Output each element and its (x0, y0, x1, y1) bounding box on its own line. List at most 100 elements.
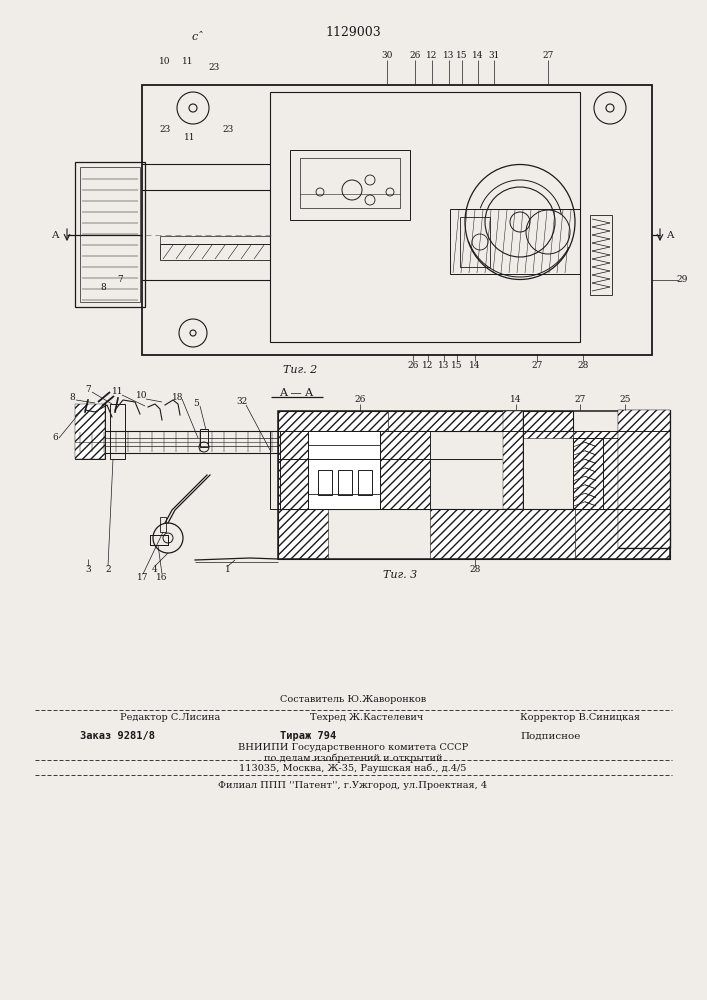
Text: 6: 6 (52, 434, 58, 442)
Bar (160, 236, 270, 244)
Bar (308, 431, 380, 445)
Text: 11: 11 (112, 387, 124, 396)
Bar (278, 509, 670, 559)
Text: 10: 10 (136, 391, 148, 400)
Bar (200, 429, 208, 447)
Bar (80, 167, 140, 302)
Bar (503, 411, 523, 509)
Text: 30: 30 (381, 51, 392, 60)
Text: 1: 1 (225, 566, 231, 574)
Text: 2: 2 (105, 566, 111, 574)
Text: A — A: A — A (279, 388, 313, 398)
Bar (308, 431, 380, 509)
Text: Корректор В.Синицкая: Корректор В.Синицкая (520, 714, 640, 722)
Text: 12: 12 (426, 51, 438, 60)
Bar (278, 509, 328, 559)
Text: 14: 14 (469, 360, 481, 369)
Text: 23: 23 (223, 125, 233, 134)
Text: Составитель Ю.Жаворонков: Составитель Ю.Жаворонков (280, 696, 426, 704)
Bar (618, 410, 670, 548)
Text: Подписное: Подписное (520, 732, 580, 740)
Text: 25: 25 (619, 395, 631, 404)
Bar (503, 411, 523, 509)
Text: 15: 15 (451, 360, 463, 369)
Bar (278, 431, 308, 509)
Text: A: A (666, 231, 674, 239)
Bar (160, 517, 166, 532)
Text: 11: 11 (185, 133, 196, 142)
Text: 26: 26 (409, 51, 421, 60)
Text: Техред Ж.Кастелевич: Техред Ж.Кастелевич (310, 714, 423, 722)
Bar (618, 410, 670, 548)
Text: 10: 10 (159, 57, 171, 66)
Bar (450, 209, 580, 274)
Text: 3: 3 (85, 566, 90, 574)
Bar (278, 431, 308, 459)
Bar (278, 411, 670, 559)
Text: 12: 12 (422, 360, 433, 369)
Bar (142, 85, 652, 355)
Bar (573, 438, 603, 509)
Text: A: A (51, 231, 59, 239)
Bar (300, 158, 400, 208)
Bar (358, 470, 372, 495)
Text: 17: 17 (137, 574, 148, 582)
Bar (430, 509, 575, 559)
Text: 29: 29 (677, 275, 688, 284)
Bar (338, 470, 352, 495)
Text: Тираж 794: Тираж 794 (280, 731, 337, 741)
Bar (75, 438, 278, 446)
Text: Филиал ППП ''Патент'', г.Ужгород, ул.Проектная, 4: Филиал ППП ''Патент'', г.Ужгород, ул.Про… (218, 780, 488, 790)
Bar (380, 431, 430, 509)
Text: 14: 14 (472, 51, 484, 60)
Text: 8: 8 (69, 393, 75, 402)
Bar (278, 411, 573, 431)
Bar (278, 411, 388, 431)
Bar (590, 215, 612, 295)
Text: 27: 27 (574, 395, 585, 404)
Text: 1129003: 1129003 (325, 25, 381, 38)
Text: по делам изобретений и открытий: по делам изобретений и открытий (264, 753, 443, 763)
Bar (270, 431, 280, 509)
Text: 28: 28 (578, 360, 589, 369)
Bar (308, 494, 380, 509)
Text: 15: 15 (456, 51, 468, 60)
Bar (573, 431, 670, 509)
Text: 11: 11 (182, 57, 194, 66)
Text: 27: 27 (542, 51, 554, 60)
Text: 32: 32 (236, 397, 247, 406)
Text: Τиг. 2: Τиг. 2 (283, 365, 317, 375)
Bar (150, 535, 168, 545)
Bar (75, 404, 105, 459)
Text: ВНИИПИ Государственного комитета СССР: ВНИИПИ Государственного комитета СССР (238, 744, 468, 752)
Text: Заказ 9281/8: Заказ 9281/8 (80, 731, 155, 741)
Bar (270, 92, 580, 342)
Bar (508, 411, 573, 438)
Bar (388, 411, 508, 431)
Text: 13: 13 (443, 51, 455, 60)
Text: Редактор С.Лисина: Редактор С.Лисина (120, 714, 221, 722)
Bar (308, 431, 380, 509)
Bar (460, 217, 490, 267)
Bar (75, 162, 145, 307)
Bar (380, 431, 430, 509)
Text: 26: 26 (354, 395, 366, 404)
Text: Τиг. 3: Τиг. 3 (383, 570, 417, 580)
Text: 27: 27 (532, 360, 543, 369)
Text: 13: 13 (438, 360, 450, 369)
Text: 28: 28 (469, 566, 481, 574)
Bar (318, 470, 332, 495)
Text: 5: 5 (193, 399, 199, 408)
Bar (278, 431, 308, 509)
Bar (75, 404, 105, 459)
Text: 23: 23 (209, 64, 220, 73)
Text: 18: 18 (173, 392, 184, 401)
Bar (290, 150, 410, 220)
Text: 7: 7 (85, 385, 91, 394)
Bar (160, 244, 270, 260)
Bar (75, 431, 278, 453)
Text: сˆ: сˆ (191, 32, 203, 42)
Text: 113035, Москва, Ж-35, Раушская наб., д.4/5: 113035, Москва, Ж-35, Раушская наб., д.4… (239, 763, 467, 773)
Bar (573, 438, 670, 509)
Text: 16: 16 (156, 574, 168, 582)
